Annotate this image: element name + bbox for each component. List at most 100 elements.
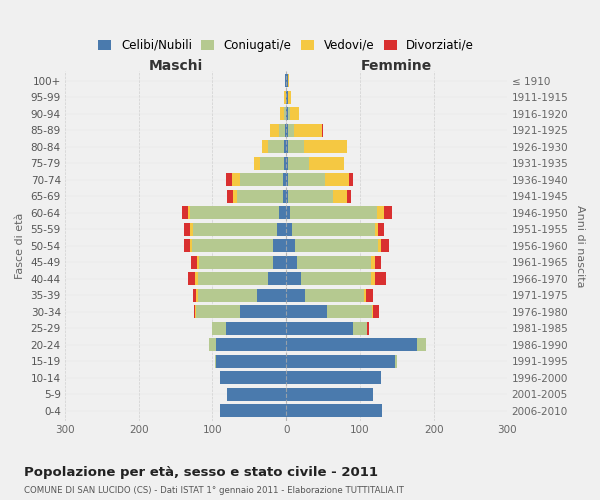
Bar [227,388,286,401]
Bar [379,223,384,236]
Bar [289,174,325,186]
Bar [191,256,197,269]
Bar [374,272,386,285]
Bar [395,355,397,368]
Bar [353,322,367,335]
Bar [309,157,344,170]
Bar [193,223,277,236]
Bar [194,306,196,318]
Bar [190,240,192,252]
Bar [212,322,226,335]
Bar [377,206,384,220]
Bar [268,272,286,285]
Bar [286,240,295,252]
Bar [371,256,374,269]
Bar [382,240,389,252]
Bar [226,322,286,335]
Bar [371,272,374,285]
Bar [286,223,292,236]
Bar [286,256,297,269]
Bar [262,140,268,153]
Bar [197,256,199,269]
Bar [287,74,289,87]
Text: Popolazione per età, sesso e stato civile - 2011: Popolazione per età, sesso e stato civil… [24,466,378,479]
Bar [284,157,286,170]
Bar [286,91,287,104]
Bar [285,74,286,87]
Bar [268,140,284,153]
Bar [196,289,198,302]
Bar [286,124,287,136]
Bar [377,240,382,252]
Bar [286,140,287,153]
Bar [364,289,366,302]
Bar [198,289,257,302]
Bar [287,108,290,120]
Bar [241,306,286,318]
Bar [184,223,190,236]
Bar [188,272,196,285]
Bar [286,338,418,351]
Bar [287,140,304,153]
Bar [196,272,198,285]
Bar [237,190,283,203]
Bar [209,338,216,351]
Bar [301,272,371,285]
Bar [233,190,237,203]
Bar [290,206,377,220]
Bar [270,124,279,136]
Bar [284,108,286,120]
Bar [322,124,323,136]
Bar [182,206,188,220]
Bar [286,206,290,220]
Bar [286,372,380,384]
Bar [293,124,322,136]
Bar [216,355,286,368]
Bar [286,174,289,186]
Bar [190,223,193,236]
Bar [290,108,299,120]
Bar [286,289,305,302]
Bar [273,240,286,252]
Bar [297,256,371,269]
Bar [289,157,309,170]
Bar [198,272,268,285]
Bar [196,306,241,318]
Bar [216,338,286,351]
Bar [418,338,427,351]
Bar [384,206,392,220]
Bar [232,174,240,186]
Bar [286,322,353,335]
Bar [325,174,349,186]
Bar [254,157,260,170]
Legend: Celibi/Nubili, Coniugati/e, Vedovi/e, Divorziati/e: Celibi/Nubili, Coniugati/e, Vedovi/e, Di… [96,36,476,54]
Bar [220,404,286,417]
Bar [286,74,287,87]
Text: Femmine: Femmine [361,60,433,74]
Bar [227,190,233,203]
Bar [273,256,286,269]
Bar [240,174,283,186]
Y-axis label: Anni di nascita: Anni di nascita [575,204,585,287]
Bar [188,206,190,220]
Bar [285,124,286,136]
Bar [366,289,373,302]
Bar [286,272,301,285]
Bar [373,306,379,318]
Bar [347,190,351,203]
Bar [257,289,286,302]
Y-axis label: Fasce di età: Fasce di età [15,212,25,279]
Bar [199,256,273,269]
Bar [287,91,292,104]
Text: COMUNE DI SAN LUCIDO (CS) - Dati ISTAT 1° gennaio 2011 - Elaborazione TUTTITALIA: COMUNE DI SAN LUCIDO (CS) - Dati ISTAT 1… [24,486,404,495]
Bar [279,124,285,136]
Bar [190,206,279,220]
Bar [286,355,395,368]
Bar [279,206,286,220]
Bar [283,174,286,186]
Bar [193,289,196,302]
Bar [327,306,373,318]
Bar [226,174,232,186]
Bar [184,240,190,252]
Bar [286,306,327,318]
